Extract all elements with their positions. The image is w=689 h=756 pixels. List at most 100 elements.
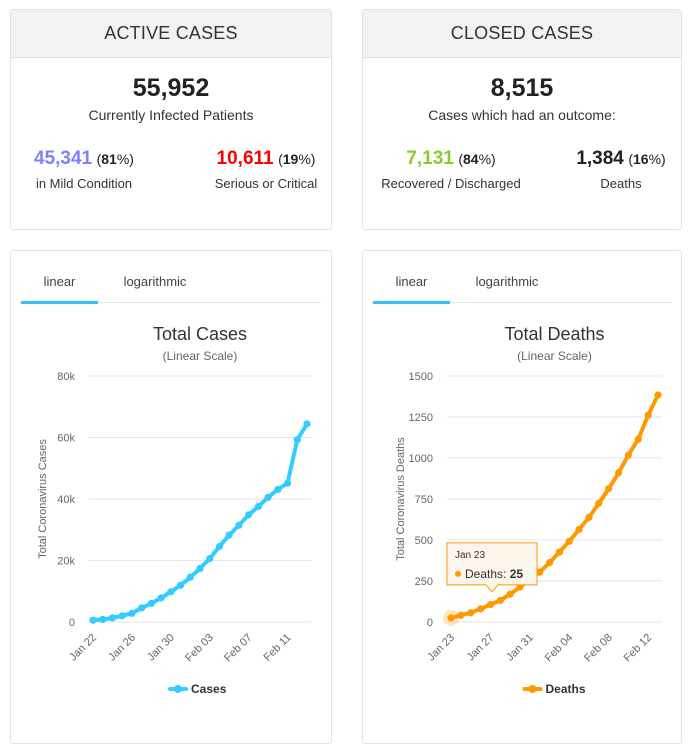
- closed-cases-panel: CLOSED CASES 8,515 Cases which had an ou…: [362, 9, 682, 230]
- data-point: [585, 513, 593, 521]
- serious-pct: (19%): [278, 151, 316, 167]
- data-point: [545, 559, 554, 567]
- chart-subtitle: (Linear Scale): [163, 349, 238, 363]
- data-point: [89, 616, 97, 624]
- data-point: [634, 435, 642, 443]
- data-point: [476, 605, 485, 613]
- series-line: [91, 421, 309, 623]
- active-cases-header: ACTIVE CASES: [11, 10, 331, 58]
- x-tick-label: Feb 08: [582, 632, 615, 665]
- x-tick-label: Feb 12: [622, 632, 655, 665]
- tab-cases-linear[interactable]: linear: [21, 269, 98, 304]
- x-tick-label: Jan 31: [504, 632, 536, 664]
- chart-legend: Deaths: [522, 682, 586, 696]
- y-tick-label: 40k: [57, 494, 75, 506]
- active-cases-panel: ACTIVE CASES 55,952 Currently Infected P…: [10, 9, 332, 230]
- legend-marker: [528, 685, 537, 693]
- mild-value: 45,341: [34, 148, 93, 169]
- data-point: [186, 573, 194, 581]
- legend-marker: [174, 685, 182, 693]
- data-point: [157, 594, 165, 602]
- data-point: [486, 601, 495, 609]
- tab-deaths-logarithmic[interactable]: logarithmic: [475, 274, 539, 289]
- chart-title: Total Deaths: [504, 324, 604, 344]
- x-tick-label: Feb 03: [183, 632, 216, 665]
- tooltip-value-number: 25: [510, 567, 524, 581]
- data-point: [605, 485, 613, 493]
- data-point: [176, 581, 185, 589]
- x-tick-label: Jan 23: [425, 632, 457, 664]
- mild-stat: 45,341 (81%) in Mild Condition: [19, 148, 149, 191]
- chart-title: Total Cases: [153, 324, 247, 344]
- total-deaths-chart-panel: linear logarithmic Total Deaths (Linear S…: [362, 250, 682, 744]
- data-point: [274, 485, 282, 494]
- deaths-value: 1,384: [576, 148, 624, 169]
- closed-cases-total: 8,515: [490, 74, 554, 102]
- data-point: [555, 548, 564, 556]
- tooltip-date: Jan 23: [455, 550, 485, 561]
- recovered-pct: (84%): [458, 151, 496, 167]
- recovered-label: Recovered / Discharged: [381, 176, 521, 191]
- data-point: [108, 614, 117, 622]
- data-point: [283, 479, 292, 487]
- y-tick-label: 80k: [57, 371, 75, 383]
- data-point: [206, 554, 214, 563]
- total-cases-chart-panel: linear logarithmic Total Cases (Linear Sc…: [10, 250, 332, 744]
- data-point: [245, 511, 253, 519]
- data-point: [536, 568, 544, 576]
- hover-halo: [443, 609, 459, 626]
- closed-cases-total-label: Cases which had an outcome:: [428, 107, 616, 123]
- recovered-value: 7,131: [406, 148, 454, 169]
- legend-label: Cases: [191, 682, 227, 696]
- tab-deaths-linear[interactable]: linear: [373, 269, 450, 304]
- data-point: [496, 596, 504, 604]
- data-point: [128, 609, 136, 617]
- data-point: [447, 614, 455, 622]
- data-point: [196, 564, 204, 573]
- recovered-stat: 7,131 (84%) Recovered / Discharged: [371, 148, 531, 191]
- data-point: [235, 521, 243, 529]
- data-point: [264, 493, 272, 501]
- deaths-pct: (16%): [628, 151, 666, 167]
- serious-value: 10,611: [216, 148, 274, 169]
- chart-legend: Cases: [168, 682, 227, 696]
- data-point: [254, 502, 262, 511]
- data-point: [138, 604, 146, 612]
- data-point: [118, 612, 126, 620]
- active-cases-total-label: Currently Infected Patients: [88, 107, 254, 123]
- data-point: [644, 411, 652, 419]
- deaths-stat: 1,384 (16%) Deaths: [559, 148, 683, 191]
- x-tick-label: Jan 27: [465, 632, 497, 664]
- y-axis-label: Total Coronavirus Deaths: [395, 437, 407, 561]
- deaths-scale-tabs: linear logarithmic: [373, 269, 671, 304]
- data-point: [293, 436, 301, 444]
- data-point: [215, 542, 224, 551]
- tab-cases-logarithmic[interactable]: logarithmic: [123, 274, 187, 289]
- data-point: [614, 469, 623, 477]
- legend-label: Deaths: [546, 682, 586, 696]
- x-tick-label: Jan 26: [106, 632, 138, 664]
- data-point: [303, 420, 311, 428]
- x-tick-label: Jan 22: [67, 632, 99, 664]
- y-tick-label: 20k: [57, 556, 75, 568]
- cases-scale-tabs: linear logarithmic: [21, 269, 321, 304]
- serious-stat: 10,611 (19%) Serious or Critical: [205, 148, 327, 191]
- tooltip-value: Deaths: 25: [465, 567, 523, 581]
- data-point: [575, 525, 583, 533]
- data-point: [457, 611, 465, 619]
- y-tick-label: 0: [427, 617, 433, 629]
- y-tick-label: 1500: [409, 371, 433, 383]
- total-deaths-chart: Total Deaths (Linear Scale) Total Coronavi…: [395, 324, 662, 696]
- deaths-label: Deaths: [600, 176, 642, 191]
- tooltip: Jan 23 Deaths: 25: [446, 542, 538, 593]
- y-tick-label: 250: [415, 576, 433, 588]
- x-tick-label: Feb 04: [543, 632, 576, 665]
- x-tick-label: Jan 30: [145, 632, 177, 664]
- mild-label: in Mild Condition: [35, 176, 133, 191]
- data-point: [565, 537, 573, 545]
- tooltip-bullet: [455, 570, 461, 577]
- mild-pct: (81%): [96, 151, 134, 167]
- data-point: [654, 391, 662, 399]
- data-point: [467, 609, 475, 617]
- data-point: [167, 588, 175, 596]
